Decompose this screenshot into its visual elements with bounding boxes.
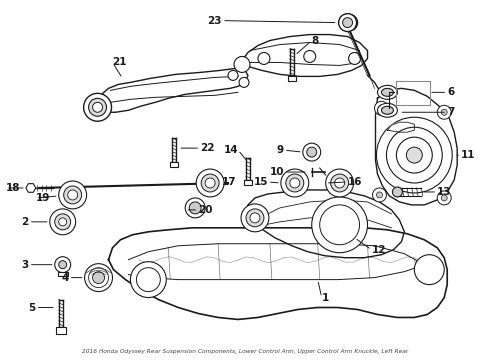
Circle shape — [63, 186, 81, 204]
Text: 2016 Honda Odyssey Rear Suspension Components, Lower Control Arm, Upper Control : 2016 Honda Odyssey Rear Suspension Compo… — [81, 349, 407, 354]
Circle shape — [50, 209, 76, 235]
Circle shape — [59, 181, 86, 209]
Circle shape — [55, 214, 71, 230]
Circle shape — [280, 169, 308, 197]
Text: 19: 19 — [36, 193, 50, 203]
Bar — [170, 162, 178, 167]
Circle shape — [374, 101, 387, 115]
Circle shape — [303, 50, 315, 62]
Text: 15: 15 — [253, 177, 267, 187]
Polygon shape — [244, 190, 404, 258]
Text: 17: 17 — [222, 177, 236, 187]
Circle shape — [334, 178, 344, 188]
Bar — [287, 76, 295, 81]
Ellipse shape — [377, 103, 397, 117]
Circle shape — [319, 205, 359, 245]
Circle shape — [196, 169, 224, 197]
Circle shape — [306, 147, 316, 157]
Circle shape — [84, 264, 112, 292]
Bar — [56, 328, 65, 334]
Circle shape — [436, 105, 450, 119]
Circle shape — [59, 218, 66, 226]
Text: 14: 14 — [223, 145, 238, 155]
Circle shape — [201, 174, 219, 192]
Polygon shape — [108, 228, 447, 319]
Circle shape — [325, 169, 353, 197]
Circle shape — [376, 192, 382, 198]
Polygon shape — [375, 88, 456, 205]
Circle shape — [436, 191, 450, 205]
Circle shape — [88, 98, 106, 116]
Text: 20: 20 — [198, 205, 212, 215]
Text: 21: 21 — [112, 58, 127, 67]
Circle shape — [67, 190, 78, 200]
Text: 23: 23 — [207, 15, 222, 26]
Ellipse shape — [377, 85, 397, 99]
Circle shape — [348, 53, 360, 64]
Circle shape — [406, 147, 422, 163]
Text: 2: 2 — [21, 217, 29, 227]
Circle shape — [241, 204, 268, 232]
Text: 7: 7 — [447, 107, 454, 117]
Circle shape — [302, 143, 320, 161]
Circle shape — [378, 105, 384, 111]
Circle shape — [345, 19, 353, 27]
Text: 6: 6 — [447, 87, 453, 97]
Text: 12: 12 — [371, 245, 385, 255]
Text: 4: 4 — [61, 273, 68, 283]
Circle shape — [440, 109, 447, 115]
Circle shape — [338, 14, 356, 32]
Text: 3: 3 — [21, 260, 29, 270]
Circle shape — [130, 262, 166, 298]
Circle shape — [185, 198, 205, 218]
Ellipse shape — [381, 106, 393, 114]
Circle shape — [392, 187, 402, 197]
Circle shape — [88, 268, 108, 288]
Circle shape — [189, 202, 201, 214]
Polygon shape — [26, 184, 36, 192]
Circle shape — [92, 272, 104, 284]
Circle shape — [342, 18, 352, 28]
Text: 11: 11 — [460, 150, 475, 160]
Circle shape — [245, 209, 264, 227]
Polygon shape — [95, 68, 247, 112]
Bar — [244, 180, 251, 185]
Text: 16: 16 — [347, 177, 361, 187]
Circle shape — [396, 137, 431, 173]
Circle shape — [386, 127, 441, 183]
Bar — [58, 272, 67, 276]
Circle shape — [55, 257, 71, 273]
Circle shape — [372, 188, 386, 202]
Ellipse shape — [381, 88, 393, 96]
Circle shape — [285, 174, 303, 192]
Circle shape — [59, 261, 66, 269]
Circle shape — [234, 57, 249, 72]
Circle shape — [227, 71, 238, 80]
Text: 8: 8 — [311, 36, 318, 46]
Text: 22: 22 — [200, 143, 214, 153]
Text: 1: 1 — [321, 293, 328, 302]
Circle shape — [92, 102, 102, 112]
Text: 9: 9 — [276, 145, 283, 155]
Circle shape — [239, 77, 248, 87]
Polygon shape — [386, 122, 413, 132]
Circle shape — [205, 178, 215, 188]
Circle shape — [258, 53, 269, 64]
Circle shape — [341, 15, 357, 31]
Circle shape — [413, 255, 443, 285]
Circle shape — [330, 174, 348, 192]
Text: 18: 18 — [6, 183, 20, 193]
Circle shape — [289, 178, 299, 188]
Text: 5: 5 — [28, 302, 36, 312]
Polygon shape — [238, 35, 367, 76]
Circle shape — [136, 268, 160, 292]
Circle shape — [376, 117, 451, 193]
Text: 13: 13 — [436, 187, 451, 197]
Circle shape — [440, 195, 447, 201]
Text: 10: 10 — [269, 167, 283, 177]
Circle shape — [83, 93, 111, 121]
Circle shape — [311, 197, 367, 253]
Circle shape — [249, 213, 260, 223]
